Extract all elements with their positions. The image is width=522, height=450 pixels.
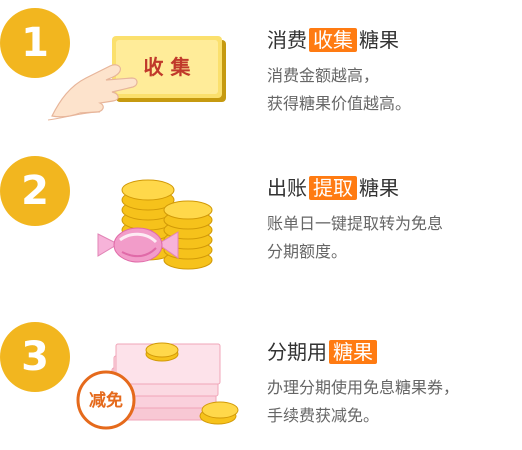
svg-text:收 集: 收 集	[144, 55, 192, 79]
step-number-badge: 3	[0, 322, 70, 392]
svg-text:减免: 减免	[89, 390, 123, 411]
step-title: 分期用 糖果	[267, 336, 379, 365]
step-3: 3 减免 分期用 糖果 办理分期使用免息糖果券， 手续费获减免。	[0, 296, 522, 436]
step-1: 1 收 集 消费 收集 糖果 消费金额越高， 获得糖果价值越高。	[0, 0, 522, 140]
step-title: 出账 提取 糖果	[267, 176, 399, 200]
coupons-coins-stamp-icon: 减免	[76, 342, 239, 430]
step-title: 消费 收集 糖果	[267, 28, 399, 52]
step-description: 账单日一键提取转为免息 分期额度。	[267, 214, 444, 261]
hand-pointing-card-icon: 收 集	[47, 36, 226, 121]
step-number-badge: 1	[0, 8, 70, 78]
step-2: 2 出账 提取 糖果 账单日一键提取转为免息 分期额度。	[0, 148, 522, 288]
coins-candy-icon	[97, 179, 213, 270]
step-description: 办理分期使用免息糖果券， 手续费获减免。	[267, 378, 460, 425]
step-description: 消费金额越高， 获得糖果价值越高。	[267, 66, 412, 113]
step-number-badge: 2	[0, 156, 70, 226]
